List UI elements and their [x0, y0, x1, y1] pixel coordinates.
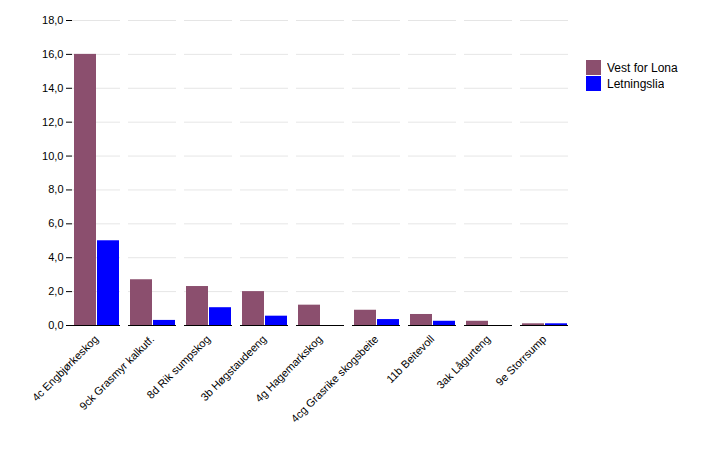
svg-text:9e Storrsump: 9e Storrsump [493, 333, 548, 388]
svg-text:10,0: 10,0 [42, 150, 63, 162]
svg-text:4g Hagemarkskog: 4g Hagemarkskog [252, 332, 325, 405]
svg-text:0,0: 0,0 [48, 319, 63, 331]
html-text:Vest for Lona: Vest for Lona [607, 60, 678, 75]
svg-text:12,0: 12,0 [42, 116, 63, 128]
svg-text:11b Beitevoll: 11b Beitevoll [384, 333, 436, 385]
svg-text:8d Rik sumpskog: 8d Rik sumpskog [144, 332, 213, 401]
svg-text:9ck Grasmyr kalkutf.: 9ck Grasmyr kalkutf. [77, 333, 156, 412]
svg-text:4cg Grasrike skogsbeite: 4cg Grasrike skogsbeite [288, 333, 380, 425]
svg-text:14,0: 14,0 [42, 82, 63, 94]
svg-text:4c Engbjørkeskog: 4c Engbjørkeskog [29, 332, 101, 404]
svg-text:3ak Lågurteng: 3ak Lågurteng [434, 333, 492, 391]
svg-text:6,0: 6,0 [48, 217, 63, 229]
svg-text:8,0: 8,0 [48, 183, 63, 195]
svg-text:4,0: 4,0 [48, 251, 63, 263]
svg-text:18,0: 18,0 [42, 14, 63, 26]
html-text:Letningslia: Letningslia [607, 76, 665, 91]
svg-text:16,0: 16,0 [42, 48, 63, 60]
svg-text:3b Høgstaudeeng: 3b Høgstaudeeng [198, 332, 269, 404]
svg-text:2,0: 2,0 [48, 285, 63, 297]
